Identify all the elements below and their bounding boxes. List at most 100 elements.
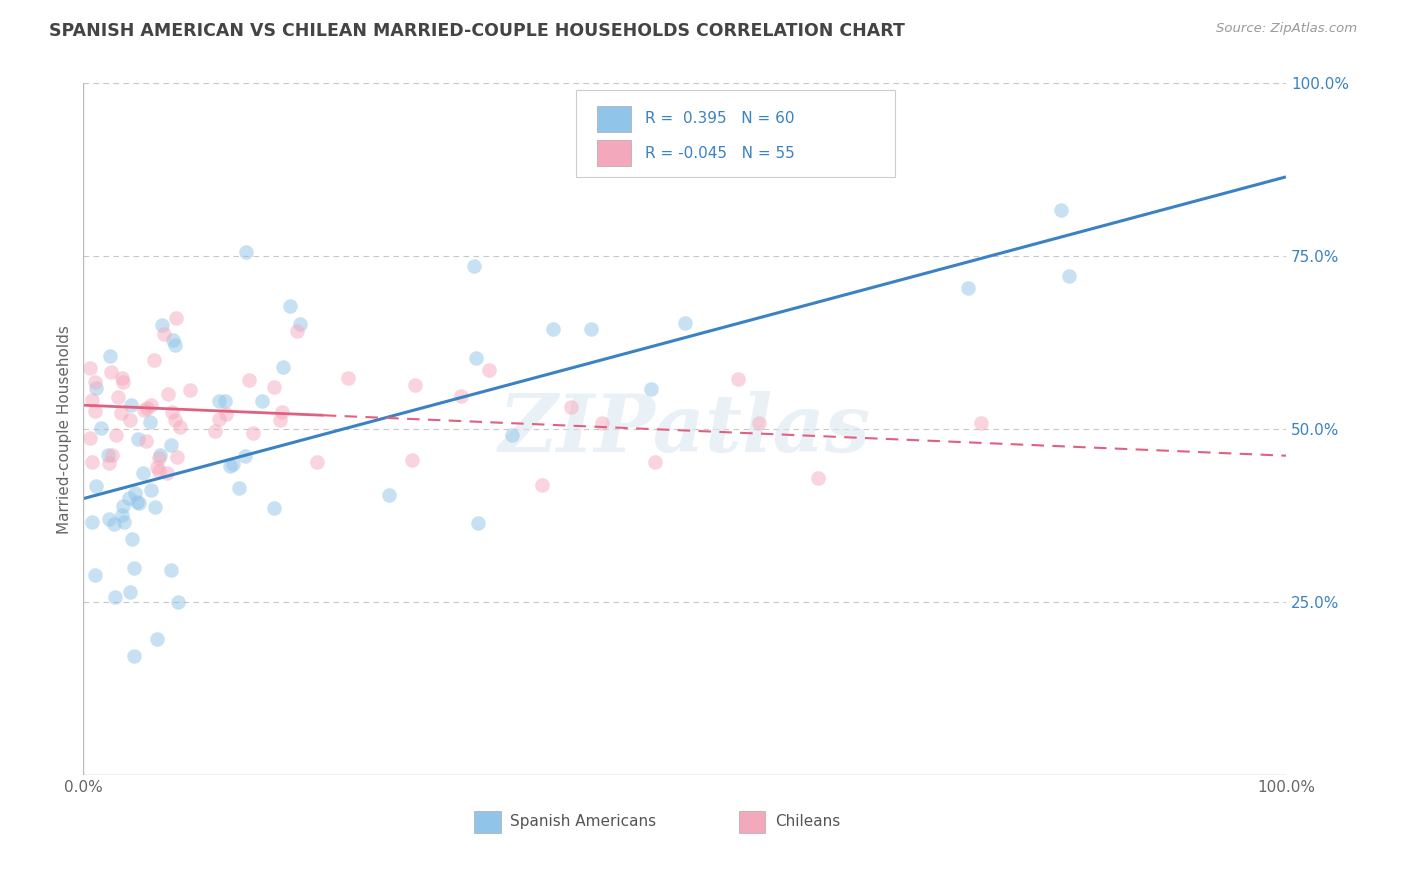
- Point: [128, 496, 150, 510]
- Point: [465, 351, 488, 366]
- Point: [83, 376, 105, 390]
- Point: [806, 471, 828, 485]
- Point: [748, 417, 770, 431]
- FancyBboxPatch shape: [576, 90, 896, 177]
- Point: [401, 453, 423, 467]
- Point: [290, 317, 312, 331]
- Point: [84, 479, 107, 493]
- Point: [122, 561, 145, 575]
- Point: [208, 411, 231, 425]
- Point: [160, 562, 183, 576]
- Point: [238, 373, 260, 387]
- Point: [120, 413, 142, 427]
- Point: [269, 413, 291, 427]
- Point: [110, 406, 132, 420]
- Point: [139, 398, 162, 412]
- Point: [80, 515, 103, 529]
- Point: [152, 326, 174, 341]
- Point: [111, 508, 134, 523]
- Point: [111, 376, 134, 390]
- Point: [235, 244, 257, 259]
- Point: [163, 337, 186, 351]
- Point: [146, 632, 169, 646]
- Point: [166, 595, 188, 609]
- Point: [541, 322, 564, 336]
- Point: [136, 401, 159, 415]
- Point: [143, 500, 166, 515]
- Point: [179, 383, 201, 397]
- Point: [280, 299, 302, 313]
- Point: [450, 389, 472, 403]
- Point: [957, 281, 980, 295]
- Point: [160, 438, 183, 452]
- Text: Source: ZipAtlas.com: Source: ZipAtlas.com: [1216, 22, 1357, 36]
- Point: [97, 456, 120, 470]
- Point: [79, 431, 101, 445]
- Point: [98, 349, 121, 363]
- Point: [404, 378, 426, 392]
- Point: [222, 457, 245, 471]
- Point: [90, 420, 112, 434]
- Point: [219, 458, 242, 473]
- Text: R = -0.045   N = 55: R = -0.045 N = 55: [645, 145, 794, 161]
- Point: [134, 402, 156, 417]
- Bar: [596, 140, 630, 167]
- Point: [118, 491, 141, 506]
- Text: Chileans: Chileans: [775, 814, 839, 830]
- Point: [337, 370, 360, 384]
- Point: [378, 487, 401, 501]
- Point: [97, 448, 120, 462]
- Point: [166, 450, 188, 465]
- Text: SPANISH AMERICAN VS CHILEAN MARRIED-COUPLE HOUSEHOLDS CORRELATION CHART: SPANISH AMERICAN VS CHILEAN MARRIED-COUP…: [49, 22, 905, 40]
- Point: [139, 483, 162, 497]
- Point: [250, 394, 273, 409]
- Point: [208, 394, 231, 409]
- Point: [101, 448, 124, 462]
- Point: [530, 477, 553, 491]
- Point: [104, 591, 127, 605]
- Point: [121, 398, 143, 412]
- Point: [285, 324, 308, 338]
- Point: [79, 360, 101, 375]
- Point: [1050, 202, 1073, 217]
- Point: [723, 162, 745, 177]
- Point: [204, 425, 226, 439]
- Text: R =  0.395   N = 60: R = 0.395 N = 60: [645, 112, 794, 127]
- Point: [233, 450, 256, 464]
- Point: [579, 322, 602, 336]
- Point: [157, 387, 180, 401]
- Point: [132, 466, 155, 480]
- Point: [640, 382, 662, 396]
- Point: [138, 415, 160, 429]
- Point: [84, 404, 107, 418]
- Text: Spanish Americans: Spanish Americans: [510, 814, 657, 830]
- Point: [214, 393, 236, 408]
- Point: [162, 333, 184, 347]
- Point: [215, 407, 238, 421]
- Point: [135, 434, 157, 448]
- Point: [124, 486, 146, 500]
- Point: [263, 501, 285, 516]
- Point: [592, 416, 614, 430]
- Point: [502, 428, 524, 442]
- Point: [273, 359, 295, 374]
- Point: [727, 372, 749, 386]
- Point: [148, 451, 170, 466]
- Point: [228, 481, 250, 495]
- Point: [103, 516, 125, 531]
- Point: [121, 532, 143, 546]
- Point: [970, 417, 993, 431]
- Point: [165, 310, 187, 325]
- Point: [105, 427, 128, 442]
- Point: [160, 405, 183, 419]
- Point: [107, 390, 129, 404]
- Point: [263, 380, 285, 394]
- Point: [478, 363, 501, 377]
- Point: [82, 393, 104, 408]
- Point: [82, 455, 104, 469]
- Point: [156, 466, 179, 480]
- Point: [148, 464, 170, 478]
- Point: [124, 649, 146, 664]
- Point: [145, 459, 167, 474]
- Point: [307, 455, 329, 469]
